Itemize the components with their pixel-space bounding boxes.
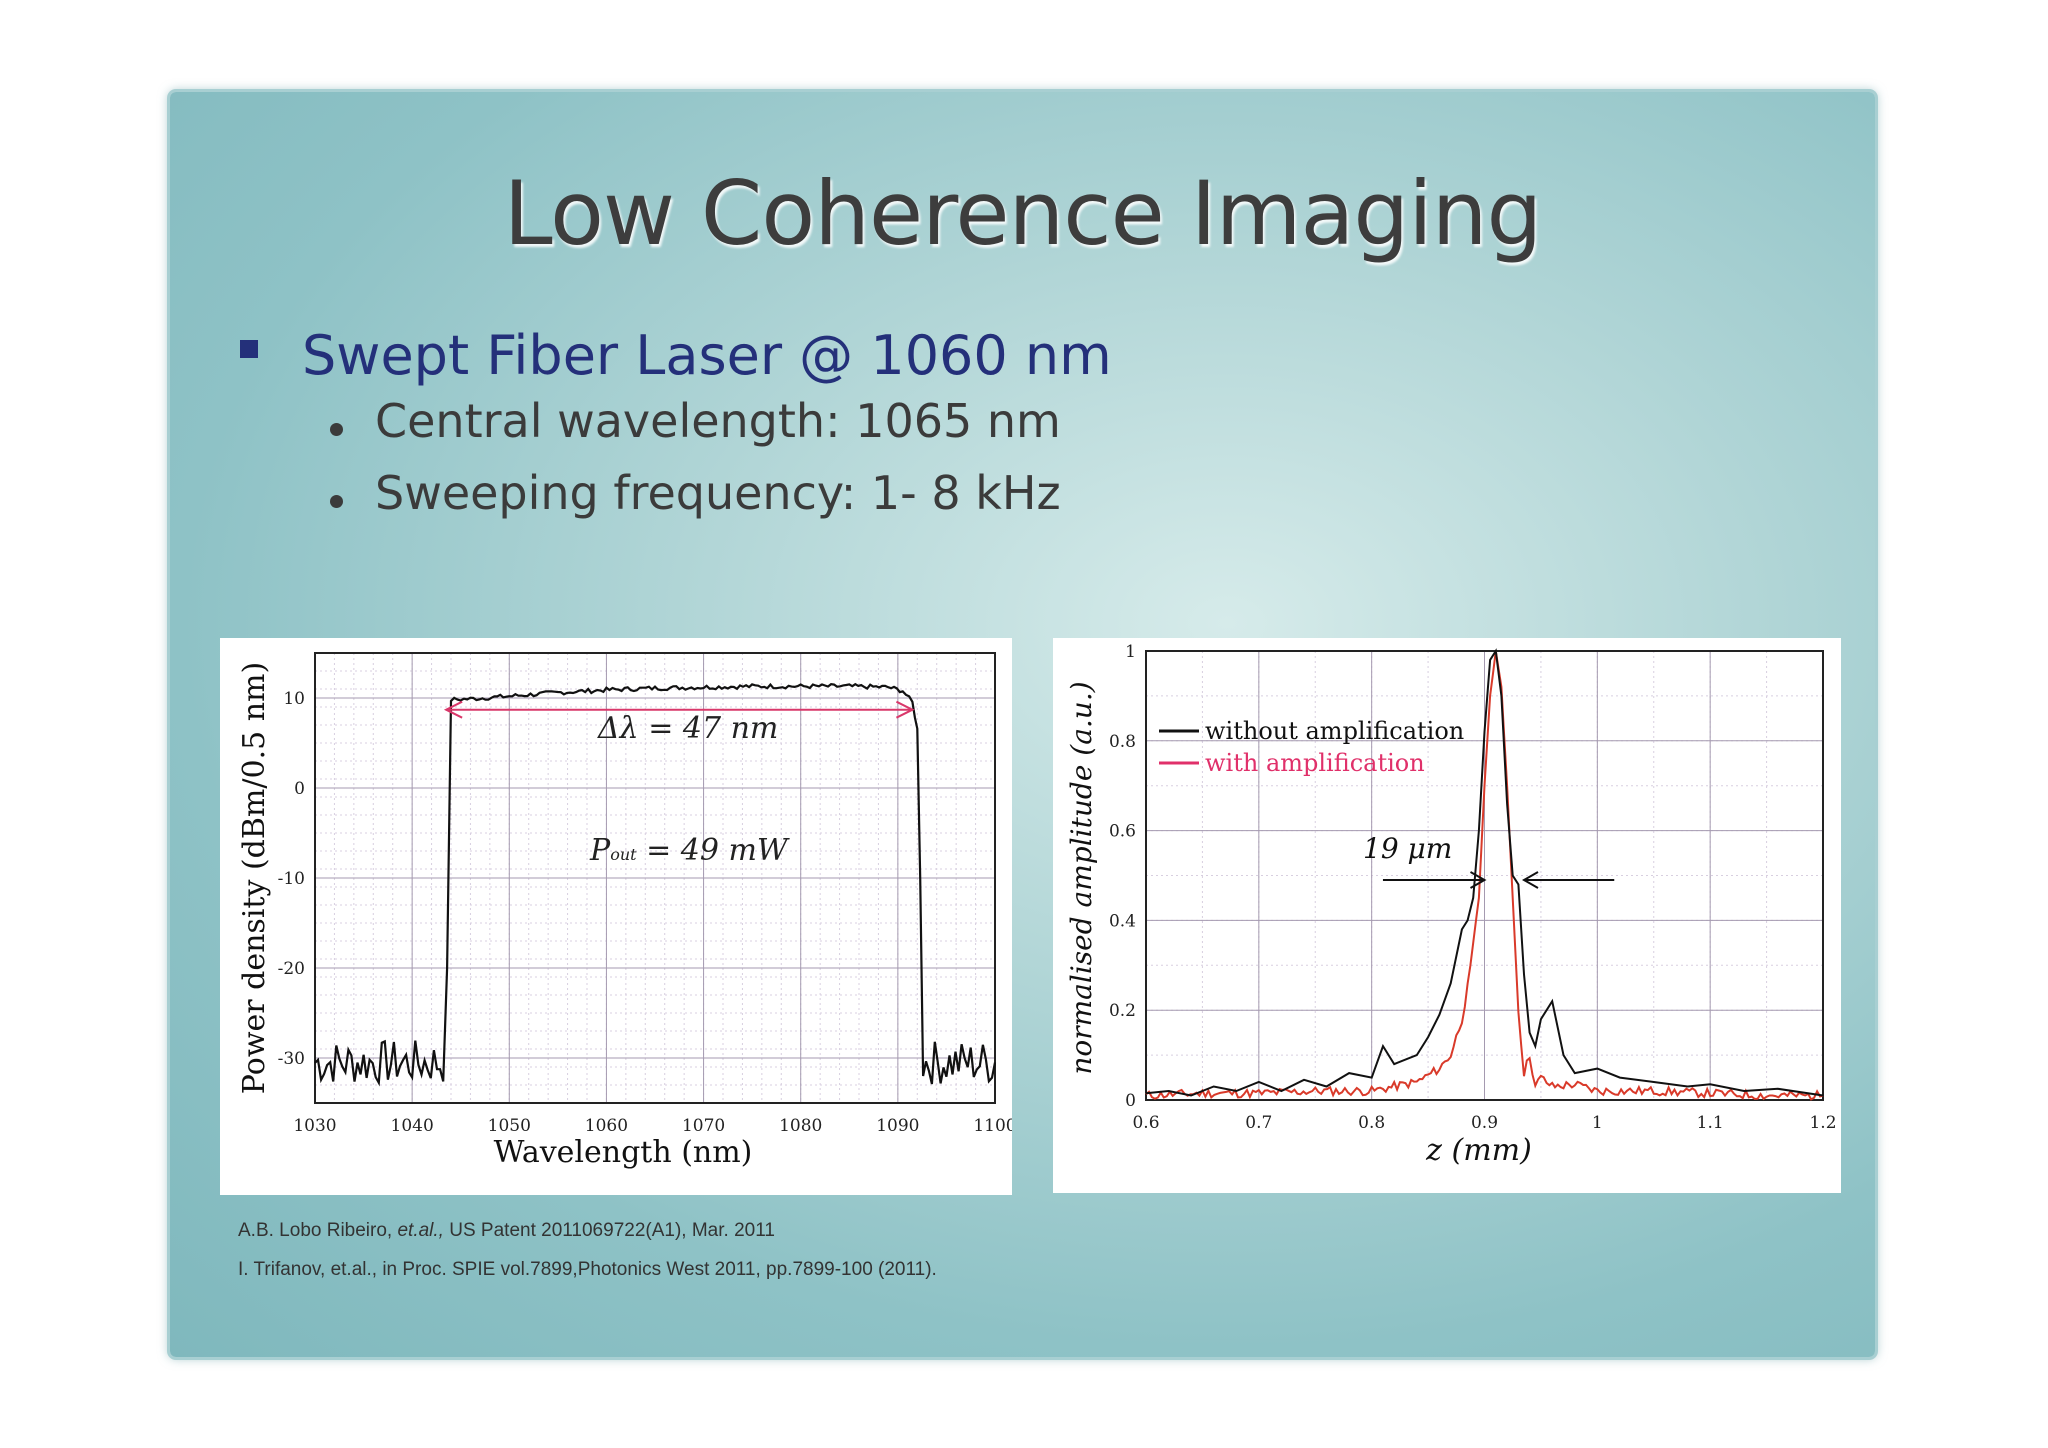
legend-label-without-amplification: without amplification xyxy=(1205,717,1464,745)
chart-coherence-xlabel: z (mm) xyxy=(1425,1133,1532,1168)
sub-bullet-central-wavelength: Central wavelength: 1065 nm xyxy=(375,394,1061,448)
chart-coherence-ylabel: normalised amplitude (a.u.) xyxy=(1065,681,1098,1074)
chart-spectrum-frame xyxy=(314,652,996,1104)
bandwidth-arrowhead-left xyxy=(443,700,463,719)
y-tick-label: 0.2 xyxy=(1109,1001,1136,1021)
x-tick-label: 0.9 xyxy=(1471,1113,1498,1133)
x-tick-label: 1040 xyxy=(391,1116,434,1136)
bandwidth-label: Δλ = 47 nm xyxy=(597,711,778,746)
output-power-value: = 49 mW xyxy=(637,833,790,868)
reference-2: I. Trifanov, et.al., in Proc. SPIE vol.7… xyxy=(238,1259,937,1280)
y-tick-label: 1 xyxy=(1125,642,1136,662)
y-tick-label: -30 xyxy=(278,1049,305,1069)
legend-label-with-amplification: with amplification xyxy=(1205,749,1425,777)
reference-1-authors: A.B. Lobo Ribeiro, xyxy=(238,1220,398,1241)
chart-coherence-panel: 0.6 0.7 0.8 0.9 1 1.1 1.2 0 0.2 0.4 0.6 0.8 1 witho… xyxy=(1053,638,1841,1193)
y-tick-label: 0.8 xyxy=(1109,732,1136,752)
chart-spectrum: 1030 1040 1050 1060 1070 1080 1090 1100 10 0 -10 -… xyxy=(237,652,1017,1170)
chart-spectrum-panel: 1030 1040 1050 1060 1070 1080 1090 1100 10 0 -10 -… xyxy=(220,638,1017,1195)
output-power-label: Pout = 49 mW xyxy=(589,833,790,868)
y-tick-label: 10 xyxy=(283,689,305,709)
reference-1-rest: US Patent 2011069722(A1), Mar. 2011 xyxy=(443,1220,775,1241)
reference-1: A.B. Lobo Ribeiro, et.al., US Patent 201… xyxy=(238,1220,775,1242)
y-tick-label: 0.4 xyxy=(1109,911,1136,931)
x-tick-label: 1060 xyxy=(585,1116,628,1136)
chart-coherence-xticks: 0.6 0.7 0.8 0.9 1 1.1 1.2 xyxy=(1132,1113,1836,1133)
chart-spectrum-series-line xyxy=(314,682,997,1087)
coherence-width-arrowhead-left xyxy=(1470,871,1487,889)
chart-spectrum-xticks: 1030 1040 1050 1060 1070 1080 1090 1100 xyxy=(293,1116,1016,1136)
x-tick-label: 0.6 xyxy=(1132,1113,1159,1133)
x-tick-label: 1090 xyxy=(876,1116,919,1136)
slide-title: Low Coherence Imaging xyxy=(503,162,1543,265)
series-without-amplification-line xyxy=(1145,648,1824,1097)
coherence-width-arrowhead-right xyxy=(1521,871,1539,889)
y-tick-label: 0.6 xyxy=(1109,822,1136,842)
coherence-width-label: 19 μm xyxy=(1363,832,1452,865)
output-power-symbol: P xyxy=(589,833,611,868)
x-tick-label: 1 xyxy=(1592,1113,1603,1133)
x-tick-label: 1100 xyxy=(973,1116,1012,1136)
x-tick-label: 1030 xyxy=(293,1116,336,1136)
chart-spectrum-xlabel: Wavelength (nm) xyxy=(494,1135,753,1170)
bullet-main-text: Swept Fiber Laser @ 1060 nm xyxy=(302,324,1112,387)
reference-1-etal: et.al., xyxy=(397,1220,444,1241)
chart-coherence-legend: without amplification with amplification xyxy=(1159,717,1464,777)
bullet-dot-icon xyxy=(330,423,343,436)
x-tick-label: 0.8 xyxy=(1358,1113,1385,1133)
x-tick-label: 1050 xyxy=(488,1116,531,1136)
y-tick-label: 0 xyxy=(1125,1091,1136,1111)
series-with-amplification-line xyxy=(1145,650,1824,1101)
bandwidth-value: = 47 nm xyxy=(639,711,779,746)
x-tick-label: 1.1 xyxy=(1697,1113,1724,1133)
bandwidth-symbol: Δλ xyxy=(597,711,639,746)
y-tick-label: -10 xyxy=(278,869,305,889)
chart-coherence-frame xyxy=(1145,650,1824,1101)
x-tick-label: 1070 xyxy=(682,1116,725,1136)
chart-coherence: 0.6 0.7 0.8 0.9 1 1.1 1.2 0 0.2 0.4 0.6 0.8 1 witho… xyxy=(1065,642,1837,1168)
y-tick-label: -20 xyxy=(278,959,305,979)
bullet-square-icon xyxy=(240,340,258,358)
bullet-dot-icon xyxy=(330,495,343,508)
x-tick-label: 0.7 xyxy=(1245,1113,1272,1133)
chart-spectrum-ylabel: Power density (dBm/0.5 nm) xyxy=(237,662,272,1094)
bandwidth-arrowhead-right xyxy=(895,700,915,719)
x-tick-label: 1080 xyxy=(779,1116,822,1136)
chart-spectrum-yticks: 10 0 -10 -20 -30 xyxy=(278,689,305,1069)
chart-coherence-yticks: 0 0.2 0.4 0.6 0.8 1 xyxy=(1109,642,1136,1111)
y-tick-label: 0 xyxy=(294,779,305,799)
x-tick-label: 1.2 xyxy=(1809,1113,1836,1133)
sub-bullet-sweeping-frequency: Sweeping frequency: 1- 8 kHz xyxy=(375,466,1061,520)
chart-spectrum-grid xyxy=(314,652,996,1104)
output-power-subscript: out xyxy=(610,845,637,864)
